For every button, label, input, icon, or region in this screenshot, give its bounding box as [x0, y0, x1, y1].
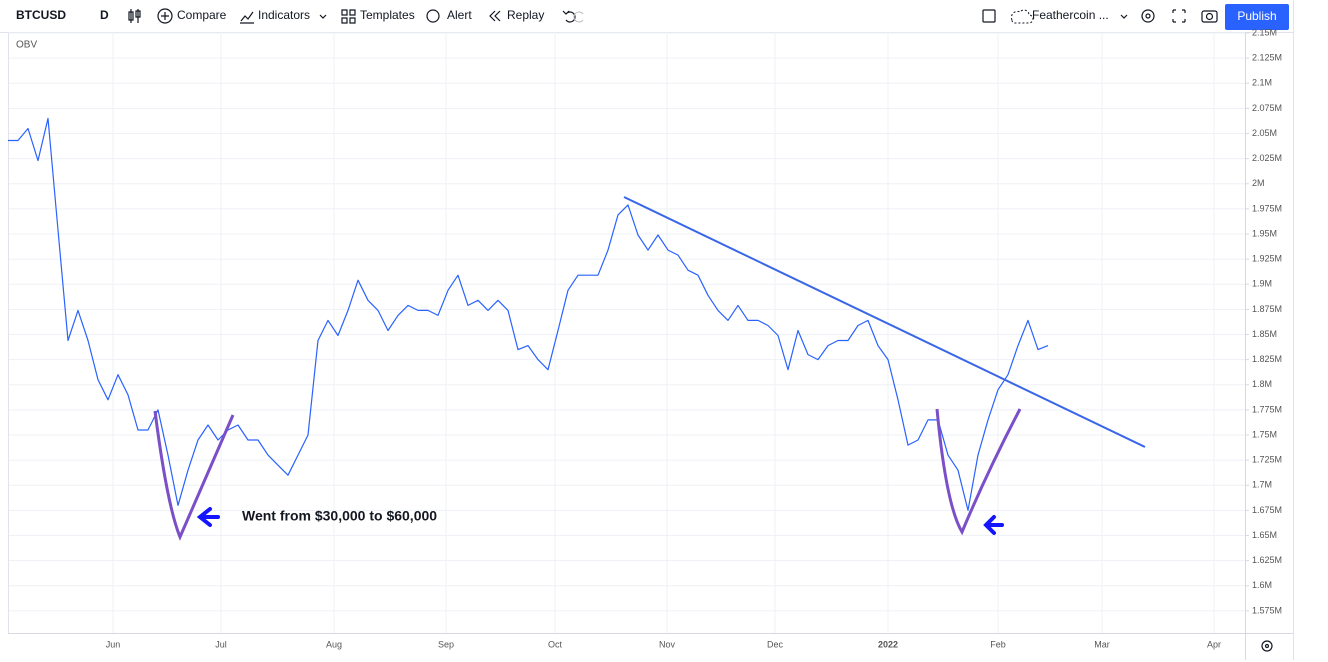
- indicators-button[interactable]: Indicators: [258, 8, 310, 22]
- dropdown-arrow[interactable]: [319, 14, 327, 19]
- y-tick-label: 2.1M: [1252, 78, 1272, 88]
- y-tick-label: 1.775M: [1252, 404, 1282, 414]
- annotation[interactable]: Went from $30,000 to $60,000: [242, 508, 437, 524]
- settings-icon[interactable]: [1141, 9, 1155, 23]
- y-tick-label: 2.025M: [1252, 153, 1282, 163]
- snapshot-lens: [1205, 12, 1214, 21]
- y-tick-label: 2M: [1252, 178, 1265, 188]
- y-tick-label: 2.05M: [1252, 128, 1277, 138]
- y-tick-label: 1.725M: [1252, 455, 1282, 465]
- compare-button[interactable]: Compare: [177, 8, 227, 22]
- y-tick-label: 1.625M: [1252, 555, 1282, 565]
- templates-button[interactable]: Templates: [360, 8, 415, 22]
- y-tick-label: 2.125M: [1252, 53, 1282, 63]
- y-tick-label: 1.575M: [1252, 605, 1282, 615]
- snapshot-icon[interactable]: [1201, 10, 1218, 23]
- x-tick-label: Oct: [548, 639, 563, 649]
- y-tick-label: 1.675M: [1252, 505, 1282, 515]
- publish-button[interactable]: [1225, 4, 1289, 30]
- indicators-icon[interactable]: [240, 11, 254, 24]
- compare-plus: [161, 12, 169, 20]
- x-tick-label: Sep: [438, 639, 454, 649]
- x-tick-label: 2022: [878, 639, 898, 649]
- toolbar: BTCUSD D Compare Indicators Templates Al…: [0, 4, 1293, 33]
- templates-icon[interactable]: [341, 9, 356, 24]
- alert-button[interactable]: Alert: [447, 8, 472, 22]
- y-tick-label: 1.95M: [1252, 228, 1277, 238]
- interval[interactable]: D: [100, 8, 109, 22]
- x-tick-label: Feb: [990, 639, 1006, 649]
- trend-line[interactable]: [623, 196, 1146, 448]
- arrow-right[interactable]: [983, 515, 1004, 535]
- arrow-left[interactable]: [196, 507, 220, 527]
- y-tick-label: 2.075M: [1252, 103, 1282, 113]
- replay-icon[interactable]: [489, 10, 501, 22]
- y-tick-label: 1.65M: [1252, 530, 1277, 540]
- settings-icon-core: [1145, 13, 1151, 19]
- y-tick-label: 1.825M: [1252, 354, 1282, 364]
- cloud-icon[interactable]: [1010, 9, 1034, 24]
- y-tick-label: 1.75M: [1252, 429, 1277, 439]
- y-tick-label: 2.15M: [1252, 27, 1277, 37]
- x-tick-label: Jul: [215, 639, 227, 649]
- x-tick-label: Mar: [1094, 639, 1110, 649]
- symbol[interactable]: BTCUSD: [16, 8, 66, 22]
- undo[interactable]: [562, 10, 576, 23]
- bottom-curve-right[interactable]: [935, 408, 1022, 536]
- redo[interactable]: [573, 11, 584, 23]
- y-tick-label: 1.975M: [1252, 203, 1282, 213]
- x-tick-label: Jun: [106, 639, 121, 649]
- layout-name[interactable]: Feathercoin ...: [1032, 8, 1109, 22]
- y-tick-label: 1.9M: [1252, 279, 1272, 289]
- x-tick-label: Nov: [659, 639, 676, 649]
- y-tick-label: 1.7M: [1252, 480, 1272, 490]
- replay-button[interactable]: Replay: [507, 8, 544, 22]
- y-tick-label: 1.925M: [1252, 254, 1282, 264]
- y-tick-label: 1.85M: [1252, 329, 1277, 339]
- bottom-curve-left[interactable]: [153, 410, 235, 541]
- fullscreen-icon[interactable]: [1172, 9, 1186, 23]
- y-tick-label: 1.8M: [1252, 379, 1272, 389]
- candles-icon[interactable]: [128, 9, 141, 23]
- y-tick-label: 1.875M: [1252, 304, 1282, 314]
- layout-dropdown[interactable]: [1120, 14, 1128, 19]
- grid: [8, 32, 1245, 633]
- publish-label[interactable]: Publish: [1237, 9, 1276, 23]
- x-tick-label: Aug: [326, 639, 342, 649]
- alert-icon[interactable]: [426, 9, 440, 23]
- obv-line: [8, 117, 1049, 511]
- y-tick-label: 1.6M: [1252, 580, 1272, 590]
- plot: [8, 117, 1049, 511]
- x-tick-label: Apr: [1207, 639, 1221, 649]
- x-tick-label: Dec: [767, 639, 784, 649]
- axis-settings[interactable]: [1261, 640, 1273, 652]
- indicator-label[interactable]: OBV: [16, 40, 37, 51]
- compare-icon[interactable]: [157, 8, 173, 24]
- fullscreen-toggle[interactable]: [982, 9, 996, 23]
